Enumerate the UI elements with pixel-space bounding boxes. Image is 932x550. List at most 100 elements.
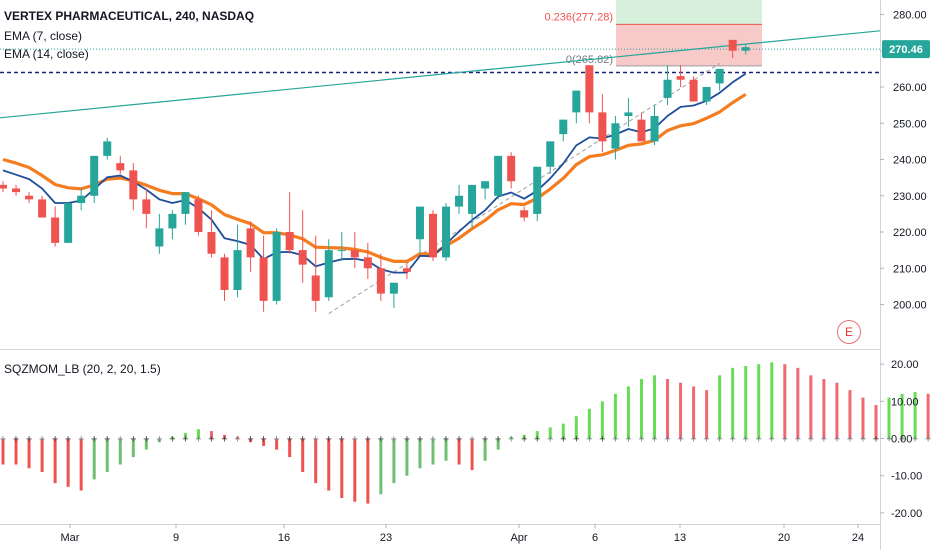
squeeze-dot: + [234, 434, 240, 446]
squeeze-dot: + [260, 434, 266, 446]
squeeze-dot: + [729, 434, 735, 446]
candle-body [116, 163, 125, 171]
momentum-bar [457, 438, 461, 465]
candle-body [220, 257, 229, 290]
candle [533, 166, 542, 222]
squeeze-dot: + [664, 434, 670, 446]
momentum-bar [848, 390, 852, 439]
candle [259, 235, 268, 312]
squeeze-dot: + [860, 434, 866, 446]
squeeze-dot: + [521, 434, 527, 446]
momentum-tick-label: -20.00 [891, 508, 922, 520]
candle [663, 65, 672, 106]
momentum-bar [861, 397, 865, 439]
squeeze-dot: + [756, 434, 762, 446]
candle [415, 206, 424, 254]
momentum-bar [535, 431, 539, 439]
squeeze-dot: + [391, 434, 397, 446]
squeeze-dot: + [130, 434, 136, 446]
earnings-badge[interactable]: E [837, 320, 861, 344]
squeeze-dot: + [508, 434, 514, 446]
momentum-bar [874, 405, 878, 439]
price-tick-label: 220.00 [893, 227, 927, 239]
momentum-bar [548, 427, 552, 439]
candle [702, 87, 711, 106]
squeeze-dot: + [586, 434, 592, 446]
trend-line [0, 30, 881, 119]
momentum-bar [327, 438, 331, 491]
candle [637, 112, 646, 142]
squeeze-dot: + [352, 434, 358, 446]
candle-body [77, 195, 86, 203]
candle-body [324, 250, 333, 298]
squeeze-dot: + [886, 434, 892, 446]
squeeze-dot: + [273, 434, 279, 446]
price-tick-label: 240.00 [893, 155, 927, 167]
momentum-bar [613, 393, 617, 439]
momentum-bar [366, 438, 370, 504]
candle [376, 253, 385, 301]
momentum-bar [483, 438, 487, 461]
candle [129, 163, 138, 211]
time-tick-label: 9 [173, 532, 179, 544]
candle [207, 210, 216, 258]
momentum-bar [53, 438, 57, 484]
time-tick-label: Mar [61, 532, 80, 544]
momentum-bar [587, 408, 591, 439]
candle [350, 232, 359, 269]
price-tick-label: 260.00 [893, 82, 927, 94]
squeeze-dot: + [795, 434, 801, 446]
squeeze-dot: + [899, 434, 905, 446]
squeeze-dot: + [13, 434, 19, 446]
candle [298, 210, 307, 283]
candle-body [585, 65, 594, 113]
candle [77, 188, 86, 211]
momentum-bar [105, 438, 109, 472]
ema7-line [2, 72, 747, 274]
momentum-bar [223, 434, 227, 439]
candle [272, 228, 281, 305]
momentum-bar [262, 438, 266, 446]
candle-body [168, 213, 177, 229]
candle-body [611, 123, 620, 149]
squeeze-dot: + [286, 434, 292, 446]
candle-body [598, 112, 607, 142]
squeeze-dot: + [143, 434, 149, 446]
candle-body [741, 47, 750, 51]
momentum-bar [14, 438, 18, 465]
indicator-label[interactable]: SQZMOM_LB (20, 2, 20, 1.5) [4, 362, 161, 376]
ema14-label[interactable]: EMA (14, close) [4, 47, 89, 61]
momentum-bar [301, 438, 305, 472]
squeeze-dot: + [208, 434, 214, 446]
momentum-bar [744, 366, 748, 439]
candle-body [285, 232, 294, 251]
candle [494, 155, 503, 200]
candle [311, 235, 320, 312]
squeeze-dot: + [78, 434, 84, 446]
momentum-bar [144, 438, 148, 450]
candle [181, 192, 190, 225]
candle-body [442, 206, 451, 258]
candle [38, 195, 47, 218]
candle [103, 137, 112, 160]
candle-body [376, 268, 385, 294]
candle-body [624, 112, 633, 116]
candle-body [64, 203, 73, 243]
price-tick-label: 210.00 [893, 263, 927, 275]
squeeze-dot: + [313, 434, 319, 446]
candle-body [311, 275, 320, 301]
time-tick-label: 23 [380, 532, 392, 544]
squeeze-dot: + [808, 434, 814, 446]
squeeze-dot: + [716, 434, 722, 446]
candle [468, 184, 477, 229]
candle-body [51, 217, 60, 243]
squeeze-dot: + [378, 434, 384, 446]
squeeze-dot: + [195, 434, 201, 446]
candle-body [663, 79, 672, 98]
squeeze-dot: + [26, 434, 32, 446]
momentum-bar [196, 429, 200, 439]
squeeze-dot: + [39, 434, 45, 446]
ema7-label[interactable]: EMA (7, close) [4, 29, 83, 43]
momentum-bar [679, 382, 683, 439]
